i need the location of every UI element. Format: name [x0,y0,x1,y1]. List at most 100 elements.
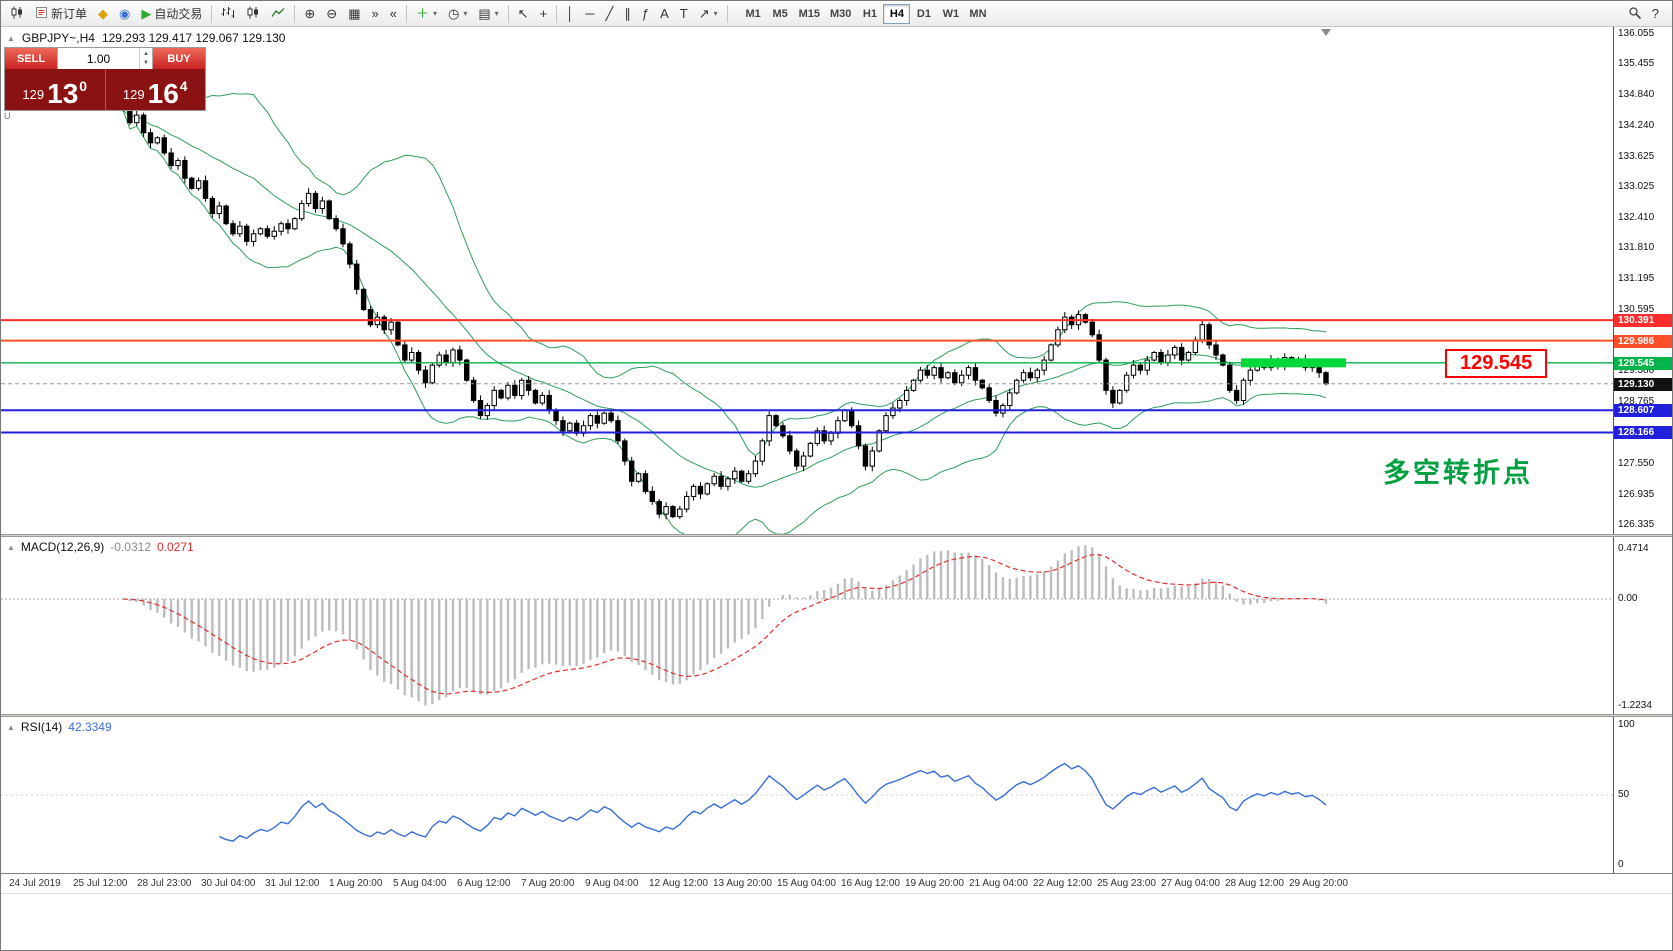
turning-point-label[interactable]: 多空转折点 [1383,458,1533,488]
time-label: 12 Aug 12:00 [649,878,708,889]
chart-shift-icon[interactable]: « [385,3,402,25]
new-chart-icon[interactable] [5,3,29,25]
panel-splitter[interactable] [1,534,1672,537]
symbol-timeframe-label: GBPJPY~,H4 [21,31,95,45]
price-tick: 126.935 [1618,489,1655,500]
price-chart-panel[interactable]: ▲ GBPJPY~,H4 129.293 129.417 129.067 129… [1,27,1613,534]
volume-stepper[interactable]: ▲ ▼ [139,48,152,69]
tile-windows-icon[interactable]: ▦ [343,3,365,25]
timeframe-m5[interactable]: M5 [767,4,794,24]
toolbar-separator [556,4,558,23]
line-chart-icon [271,6,285,21]
sell-button[interactable]: SELL [5,48,57,69]
macd-panel[interactable]: ▲ MACD(12,26,9) -0.0312 0.0271 [1,537,1613,714]
bid-ask-display: 129 13 0 129 16 4 [5,69,205,110]
help-icon[interactable]: ? [1647,3,1664,25]
new-order-button [35,6,48,21]
stepper-up-icon[interactable]: ▲ [143,51,149,58]
bid-prefix: 129 [22,87,45,102]
metaeditor-icon: ◆ [98,6,109,21]
macd-label: MACD(12,26,9) [20,540,105,554]
ohlc-values: 129.293 129.417 129.067 129.130 [101,31,286,45]
timeframe-mn[interactable]: MN [964,4,991,24]
macd-header: ▲ MACD(12,26,9) -0.0312 0.0271 [7,540,194,554]
chart-canvas[interactable] [1,27,1613,534]
zoom-in-icon[interactable]: ⊕ [299,3,320,25]
toolbar-separator [507,4,509,23]
profiles-icon: ◉ [119,6,131,21]
autotrade-button: ▶ [141,6,152,21]
fibonacci-icon[interactable]: ƒ [637,3,654,25]
new-order-button[interactable]: 新订单 [30,3,92,25]
timeframe-m1[interactable]: M1 [740,4,767,24]
vertical-line-icon[interactable]: │ [561,3,579,25]
cursor-icon[interactable]: ↖ [513,3,534,25]
zoom-out-icon[interactable]: ⊖ [321,3,342,25]
time-label: 13 Aug 20:00 [713,878,772,889]
timeframe-h1[interactable]: H1 [856,4,883,24]
rsi-panel[interactable]: ▲ RSI(14) 42.3349 [1,717,1613,873]
indicators-button: ＋ [415,6,429,21]
label-icon: T [679,6,688,21]
chevron-down-icon: ▾ [713,9,718,18]
search-icon[interactable] [1623,3,1647,25]
timeframe-m15[interactable]: M15 [794,4,825,24]
price-axis[interactable]: 136.055 135.455 134.840 134.240 133.625 133.0… [1613,27,1672,873]
stepper-down-icon[interactable]: ▼ [143,59,149,66]
auto-scroll-icon[interactable]: » [366,3,383,25]
time-label: 15 Aug 04:00 [777,878,836,889]
bar-chart-icon[interactable] [216,3,240,25]
templates-button[interactable]: ▤ ▾ [473,3,503,25]
collapse-rsi-icon[interactable]: ▲ [7,722,15,732]
timeframe-h4[interactable]: H4 [883,3,911,24]
tile-windows-icon: ▦ [348,6,361,21]
label-icon[interactable]: T [675,3,693,25]
autotrade-button[interactable]: ▶ 自动交易 [136,3,207,25]
time-label: 25 Jul 12:00 [73,878,128,889]
panel-splitter[interactable] [1,714,1672,717]
trendline-icon[interactable]: ╱ [601,3,619,25]
buy-button[interactable]: BUY [153,48,205,69]
candle-chart-icon[interactable] [241,3,265,25]
rsi-header: ▲ RSI(14) 42.3349 [7,720,112,734]
collapse-chart-icon[interactable]: ▲ [7,33,15,43]
price-line-badge: 130.391 [1614,314,1672,327]
periods-button[interactable]: ◷ ▾ [443,3,472,25]
collapse-macd-icon[interactable]: ▲ [7,542,15,552]
crosshair-icon[interactable]: + [535,3,553,25]
ask-price[interactable]: 129 16 4 [106,69,206,110]
text-icon[interactable]: A [655,3,674,25]
arrows-icon[interactable]: ↗ ▾ [694,3,723,25]
new-order-button-label: 新订单 [51,7,88,21]
chevron-down-icon: ▾ [494,9,499,18]
time-axis[interactable]: 24 Jul 2019 25 Jul 12:00 28 Jul 23:00 30 Ju… [1,873,1672,893]
timeframe-w1[interactable]: W1 [937,4,964,24]
channel-icon[interactable]: ∥ [619,3,636,25]
line-chart-icon[interactable] [266,3,290,25]
chart-shift-icon: « [389,6,397,21]
time-label: 27 Aug 04:00 [1161,878,1220,889]
bid-price[interactable]: 129 13 0 [5,69,105,110]
zoom-in-icon: ⊕ [304,6,316,21]
rsi-axis-label: 50 [1618,789,1630,800]
macd-canvas[interactable] [1,537,1613,714]
time-label: 22 Aug 12:00 [1033,878,1092,889]
metaeditor-icon[interactable]: ◆ [93,3,113,25]
ask-pipette: 4 [179,78,188,94]
time-label: 24 Jul 2019 [9,878,61,889]
cursor-icon: ↖ [517,6,529,21]
price-tick: 127.550 [1618,458,1655,469]
rsi-canvas[interactable] [1,717,1613,873]
profiles-icon[interactable]: ◉ [114,3,135,25]
price-tick: 131.195 [1618,273,1655,284]
vertical-line-icon: │ [566,6,575,21]
new-chart-icon [10,6,24,21]
volume-input[interactable] [58,48,139,69]
price-annotation-box[interactable]: 129.545 [1445,349,1548,378]
horizontal-line-icon[interactable]: ─ [580,3,599,25]
timeframe-m30[interactable]: M30 [825,4,856,24]
timeframe-d1[interactable]: D1 [910,4,937,24]
indicators-button[interactable]: ＋ ▾ [411,3,442,25]
current-price-badge: 129.130 [1614,378,1672,391]
